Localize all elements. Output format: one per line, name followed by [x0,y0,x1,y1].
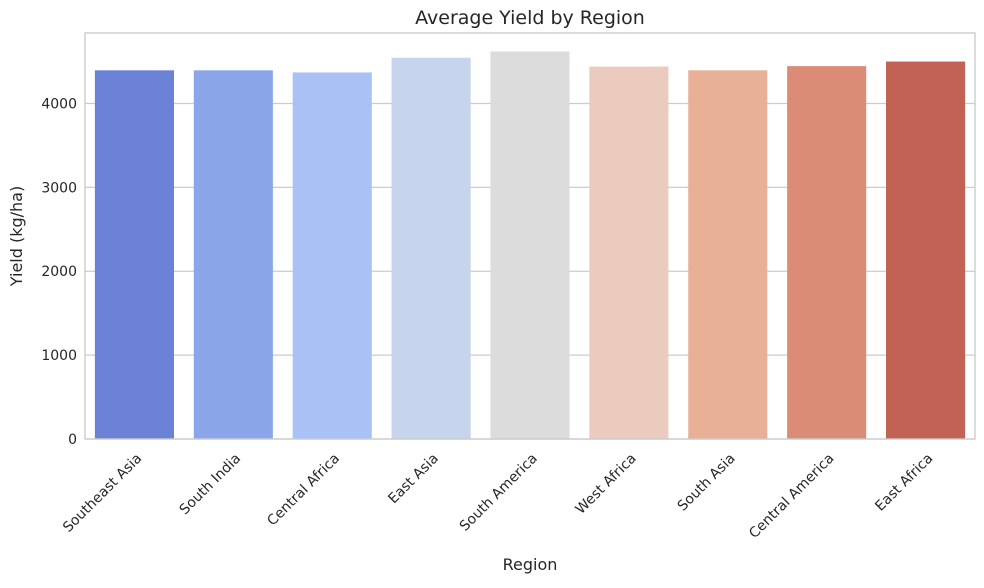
y-tick-label: 3000 [41,180,77,196]
plot-frame [84,32,976,440]
x-tick-label: South Asia [675,451,739,515]
x-tick-label: Central America [746,451,837,542]
bars [94,51,966,440]
x-tick-label: West Africa [573,451,640,518]
bar [94,70,174,439]
y-axis-label: Yield (kg/ha) [7,186,26,287]
bar [490,51,570,440]
x-tick-label: East Africa [872,451,936,515]
plot-border [84,32,976,440]
bar [292,72,372,439]
y-tick-label: 2000 [41,264,77,280]
x-tick-label: Southeast Asia [60,451,145,536]
x-tick-label: East Asia [385,451,442,508]
bar [787,66,867,439]
x-tick-label: Central Africa [264,451,343,530]
bar [688,70,768,439]
y-tick-label: 0 [68,432,77,448]
bar [193,70,273,439]
x-tick-label: South India [177,451,245,519]
y-tick-label: 4000 [41,96,77,112]
bar [589,66,669,440]
bar [391,57,471,439]
x-tick-labels: Southeast Asia South India Central Africa E… [60,451,936,542]
x-tick-label: South America [457,451,541,535]
y-tick-labels: 0 1000 2000 3000 4000 [41,96,77,448]
y-tick-label: 1000 [41,348,77,364]
bar [886,61,966,439]
x-axis-label: Region [503,555,558,574]
chart-title: Average Yield by Region [415,7,645,29]
